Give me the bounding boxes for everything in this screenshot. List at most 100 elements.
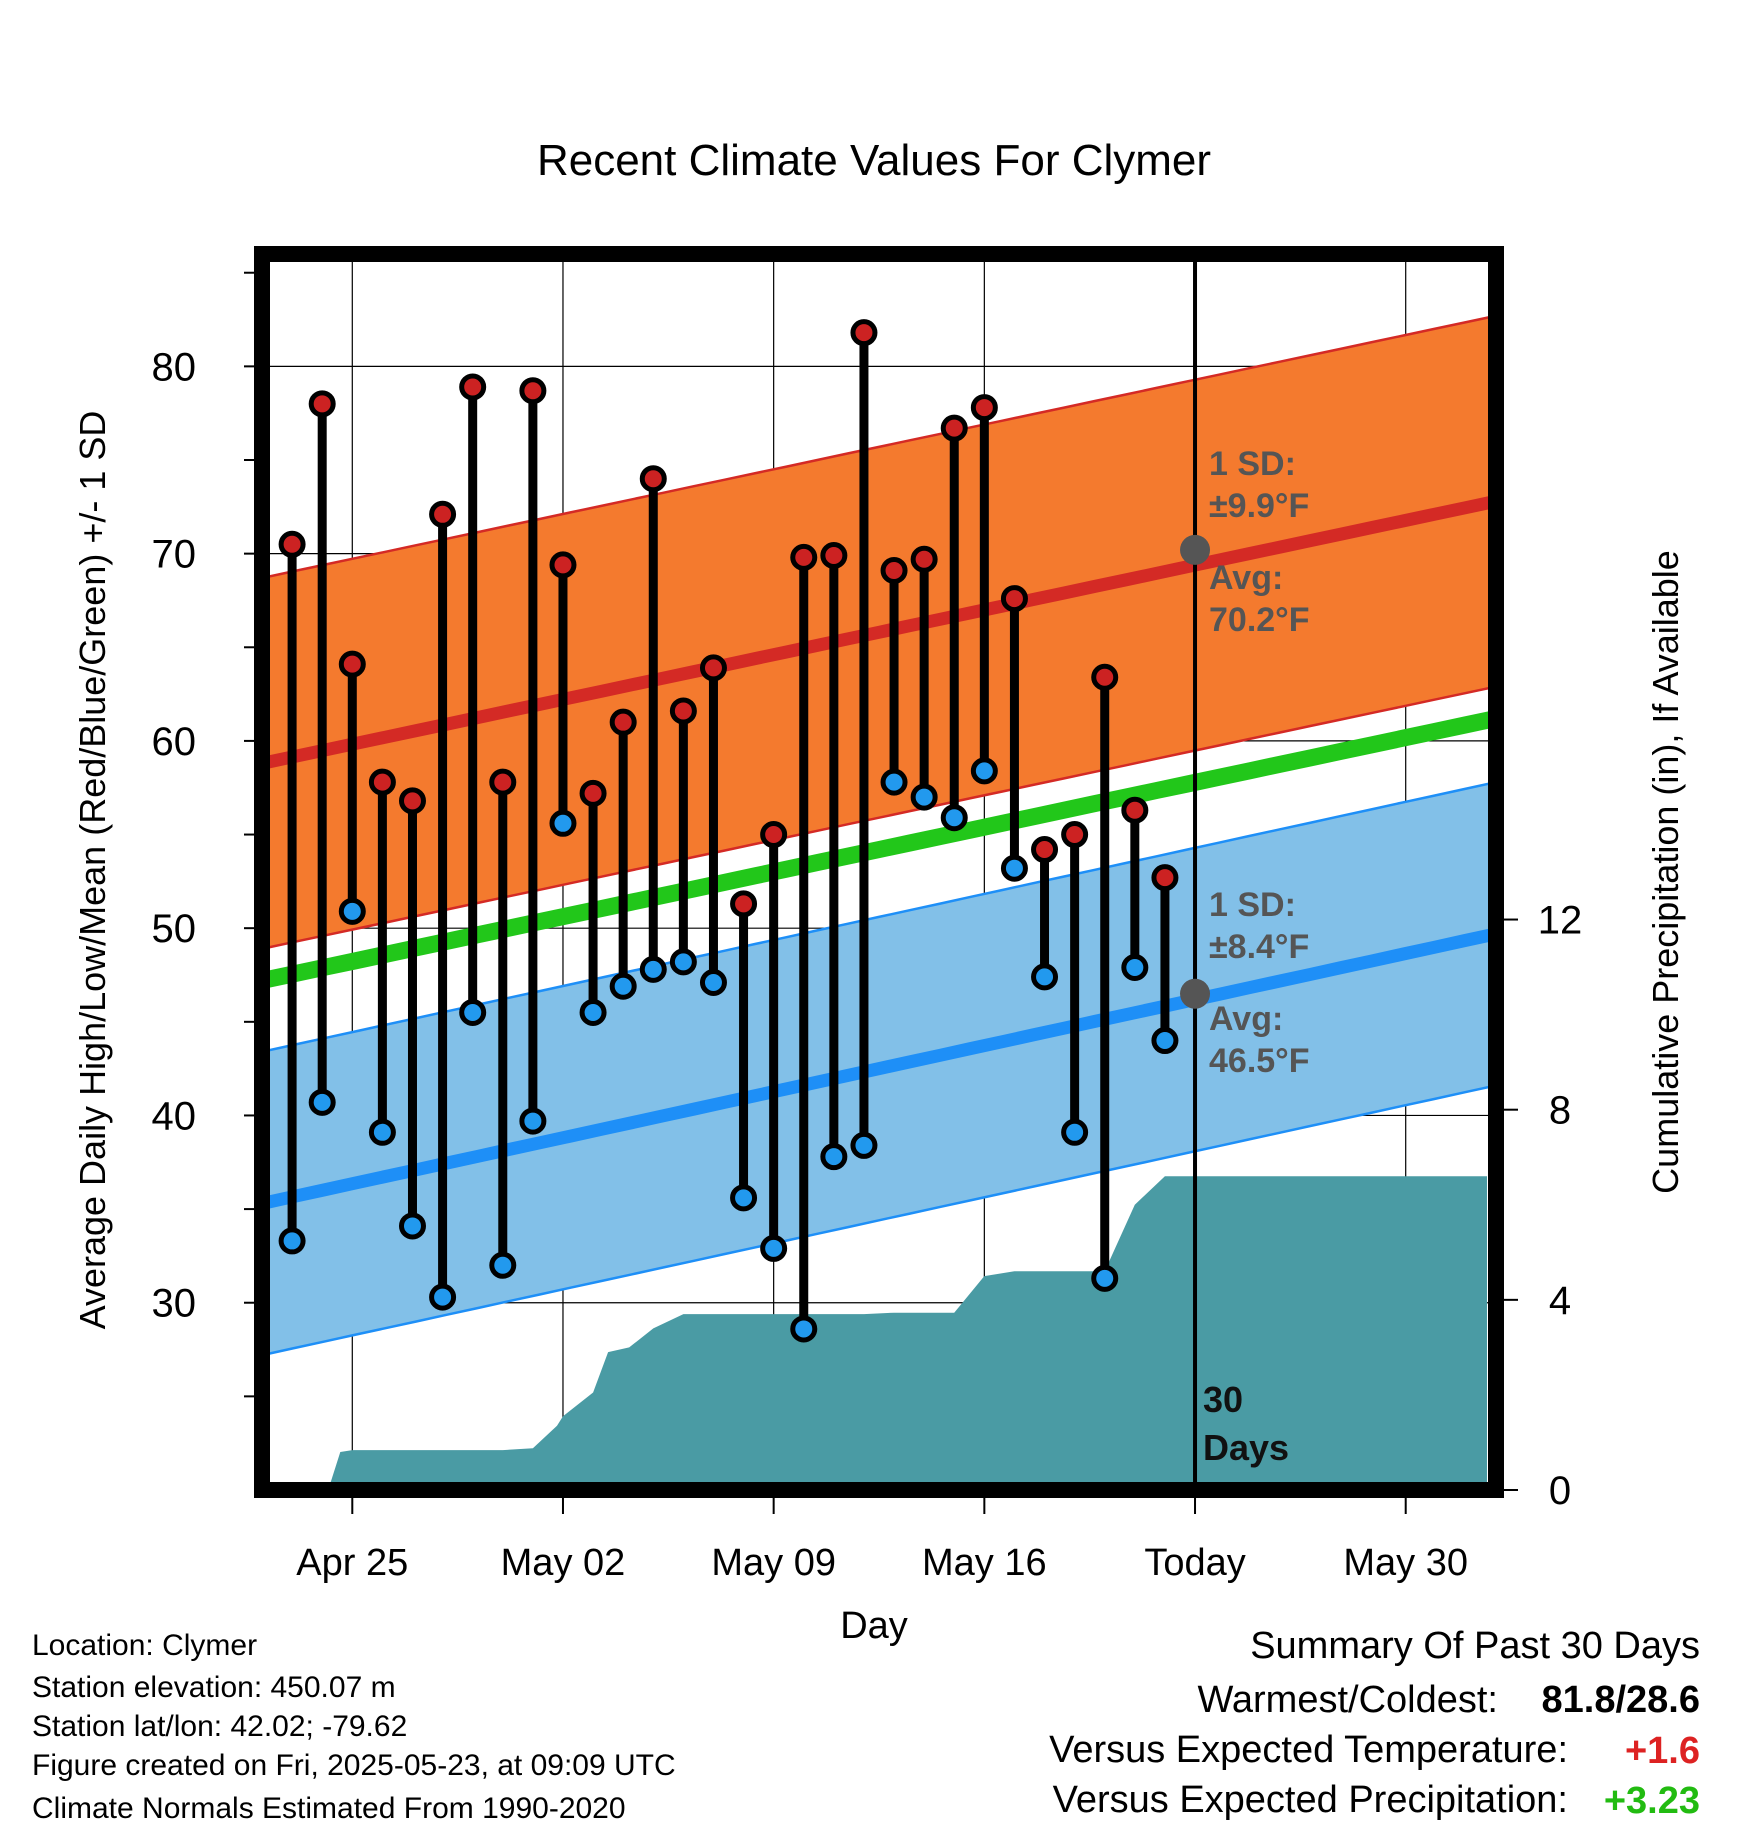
low-annotation: 1 SD: ±8.4°F Avg: 46.5°F [1209,886,1310,1080]
daily-low-dot [880,768,908,796]
daily-high-dot [429,500,457,528]
daily-low-dot [669,948,697,976]
low-sd-value: ±8.4°F [1209,928,1309,966]
daily-high-dot [850,319,878,347]
daily-low-dot [1151,1027,1179,1055]
chart-title: Recent Climate Values For Clymer [537,136,1211,185]
low-normal-line [262,927,1496,1210]
daily-high-dot [519,377,547,405]
window-label-unit: Days [1203,1427,1289,1468]
daily-low-dot [970,757,998,785]
daily-high-dot [940,414,968,442]
daily-high-dot [338,650,366,678]
mean-normal-line [262,710,1496,989]
y-tick-label: 60 [152,720,197,764]
summary-title: Summary Of Past 30 Days [1250,1625,1700,1667]
x-tick-label: Apr 25 [296,1542,408,1584]
warm-cold-label: Warmest/Coldest: [1197,1679,1498,1721]
daily-high-dot [1061,821,1089,849]
daily-low-dot [1000,854,1028,882]
summary-panel: Summary Of Past 30 Days Warmest/Coldest:… [1049,1625,1700,1822]
daily-low-dot [1091,1264,1119,1292]
daily-low-dot [459,998,487,1026]
precip-area [328,1176,1487,1490]
daily-low-dot [760,1234,788,1262]
x-axis-ticks: Apr 25 May 02 May 09 May 16 Today May 30 [296,1498,1468,1584]
x-tick-label: May 16 [922,1542,1047,1584]
daily-low-dot [278,1227,306,1255]
y2-tick-label: 12 [1538,899,1583,943]
figure-created: Figure created on Fri, 2025-05-23, at 09… [32,1749,676,1782]
daily-high-dot [910,545,938,573]
daily-low-dot [1031,963,1059,991]
y-tick-label: 70 [152,533,197,577]
y-tick-label: 80 [152,345,197,389]
high-annotation: 1 SD: ±9.9°F Avg: 70.2°F [1209,445,1310,639]
daily-low-dot [308,1088,336,1116]
y2-tick-label: 8 [1549,1089,1571,1133]
daily-high-dot [1121,796,1149,824]
daily-low-dot [940,804,968,832]
daily-low-dot [1121,954,1149,982]
low-avg-title: Avg: [1209,1000,1283,1038]
high-avg-marker [1180,534,1211,565]
daily-high-dot [730,890,758,918]
daily-low-dot [489,1251,517,1279]
daily-high-dot [1000,585,1028,613]
daily-high-dot [1151,864,1179,892]
daily-low-dot [429,1283,457,1311]
daily-high-dot [970,394,998,422]
daily-low-dot [519,1107,547,1135]
daily-high-dot [820,542,848,570]
y-tick-label: 50 [152,907,197,951]
precip-anomaly-label: Versus Expected Precipitation: [1053,1779,1568,1821]
low-sd-title: 1 SD: [1209,886,1296,924]
window-label: 30 Days [1203,1379,1289,1468]
y2-tick-label: 4 [1549,1279,1571,1323]
daily-low-dot [609,972,637,1000]
temp-anomaly-value: +1.6 [1625,1730,1700,1772]
station-elevation: Station elevation: 450.07 m [32,1671,396,1704]
temp-anomaly-label: Versus Expected Temperature: [1049,1729,1568,1771]
daily-high-dot [1031,836,1059,864]
high-avg-value: 70.2°F [1209,601,1310,639]
low-avg-value: 46.5°F [1209,1042,1310,1080]
y2-axis-label: Cumulative Precipitation (in), If Availa… [1645,550,1686,1194]
station-info: Location: Clymer Station elevation: 450.… [32,1629,676,1825]
daily-low-dot [579,998,607,1026]
daily-low-dot [639,955,667,983]
x-tick-label: May 30 [1343,1542,1468,1584]
daily-low-dot [820,1143,848,1171]
daily-low-dot [549,809,577,837]
daily-high-dot [368,768,396,796]
daily-high-dot [699,654,727,682]
climate-normals-source: Climate Normals Estimated From 1990-2020 [32,1792,626,1825]
daily-low-dot [730,1184,758,1212]
y-axis-ticks: 30 40 50 60 70 80 [152,271,254,1398]
high-sd-value: ±9.9°F [1209,487,1309,525]
precip-anomaly-value: +3.23 [1604,1780,1700,1822]
y2-tick-label: 0 [1549,1469,1571,1513]
window-label-count: 30 [1203,1379,1243,1420]
daily-high-dot [579,779,607,807]
station-latlon: Station lat/lon: 42.02; -79.62 [32,1710,407,1743]
daily-high-dot [278,530,306,558]
daily-high-dot [760,821,788,849]
low-avg-marker [1180,978,1211,1009]
daily-high-dot [669,697,697,725]
high-normal-line [262,494,1496,770]
plot-frame [254,246,1504,1498]
daily-range-stems [287,332,1170,1329]
average-markers [1180,534,1211,1009]
daily-low-dot [368,1118,396,1146]
daily-high-dot [549,551,577,579]
daily-low-dot [1061,1118,1089,1146]
daily-high-dot [489,768,517,796]
daily-high-dot [880,556,908,584]
station-location: Location: Clymer [32,1629,257,1662]
cumulative-precip-area [328,1176,1487,1490]
plot-area [262,254,1496,1490]
high-sd-title: 1 SD: [1209,445,1296,483]
warm-cold-value: 81.8/28.6 [1542,1679,1700,1721]
